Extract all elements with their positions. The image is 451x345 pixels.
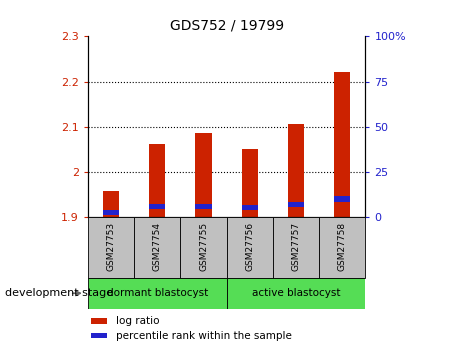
Text: GSM27756: GSM27756 xyxy=(245,222,254,271)
Bar xyxy=(103,191,119,217)
Bar xyxy=(288,202,304,207)
Text: GSM27758: GSM27758 xyxy=(338,222,347,271)
Bar xyxy=(242,149,258,217)
FancyBboxPatch shape xyxy=(88,217,134,278)
FancyBboxPatch shape xyxy=(273,217,319,278)
Bar xyxy=(242,205,258,210)
FancyBboxPatch shape xyxy=(226,217,273,278)
Text: GSM27754: GSM27754 xyxy=(153,222,162,271)
Bar xyxy=(334,72,350,217)
Bar xyxy=(288,124,304,217)
Text: GSM27753: GSM27753 xyxy=(106,222,115,271)
Bar xyxy=(149,204,166,209)
FancyBboxPatch shape xyxy=(134,217,180,278)
FancyBboxPatch shape xyxy=(226,278,365,309)
Bar xyxy=(91,333,107,338)
Title: GDS752 / 19799: GDS752 / 19799 xyxy=(170,18,284,32)
Bar xyxy=(91,318,107,324)
Bar xyxy=(195,133,212,217)
Bar xyxy=(103,210,119,215)
Bar xyxy=(195,204,212,209)
Bar xyxy=(149,144,166,217)
Text: log ratio: log ratio xyxy=(115,316,159,326)
Text: percentile rank within the sample: percentile rank within the sample xyxy=(115,331,291,341)
Text: active blastocyst: active blastocyst xyxy=(252,288,340,298)
Text: development stage: development stage xyxy=(5,288,113,298)
Text: GSM27757: GSM27757 xyxy=(291,222,300,271)
FancyBboxPatch shape xyxy=(88,278,226,309)
Text: dormant blastocyst: dormant blastocyst xyxy=(106,288,208,298)
Bar xyxy=(334,196,350,201)
Text: GSM27755: GSM27755 xyxy=(199,222,208,271)
FancyBboxPatch shape xyxy=(319,217,365,278)
FancyBboxPatch shape xyxy=(180,217,226,278)
